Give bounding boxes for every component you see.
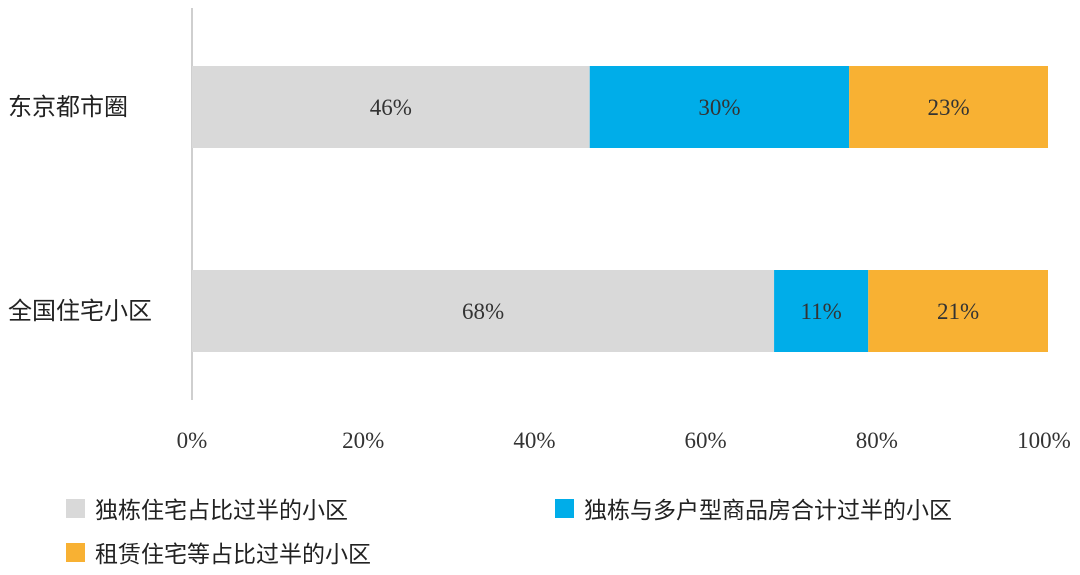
- bar-segment: [192, 66, 590, 148]
- legend-swatch-gray: [66, 498, 85, 518]
- bar-segment: [849, 66, 1048, 148]
- x-tick-label: 40%: [513, 428, 555, 453]
- legend-label: 租赁住宅等占比过半的小区: [95, 542, 371, 568]
- bar-segment: [192, 270, 775, 352]
- data-label: 30%: [698, 95, 740, 120]
- data-label: 11%: [801, 299, 842, 324]
- legend: 独栋住宅占比过半的小区 独栋与多户型商品房合计过半的小区 租赁住宅等占比过半的小…: [66, 488, 1066, 573]
- data-label: 23%: [927, 95, 969, 120]
- x-tick-label: 80%: [856, 428, 898, 453]
- legend-item-rental-majority: 租赁住宅等占比过半的小区: [66, 532, 371, 572]
- bar-segment: [774, 270, 869, 352]
- x-tick-label: 20%: [342, 428, 384, 453]
- legend-label: 独栋住宅占比过半的小区: [95, 498, 348, 524]
- legend-item-detached-house-majority: 独栋住宅占比过半的小区: [66, 488, 348, 528]
- x-tick-labels-layer: 0% 20% 40% 60% 80% 100%: [177, 428, 1071, 453]
- legend-swatch-orange: [66, 542, 85, 562]
- x-tick-label: 100%: [1017, 428, 1071, 453]
- legend-label: 独栋与多户型商品房合计过半的小区: [584, 498, 952, 524]
- x-tick-label: 60%: [685, 428, 727, 453]
- category-label: 东京都市圈: [8, 93, 128, 121]
- data-labels-layer: 46% 30% 23% 68% 11% 21%: [370, 95, 979, 324]
- data-label: 68%: [462, 299, 504, 324]
- bar-segment: [868, 270, 1048, 352]
- data-label: 21%: [937, 299, 979, 324]
- x-tick-label: 0%: [177, 428, 208, 453]
- data-label: 46%: [370, 95, 412, 120]
- category-label: 全国住宅小区: [8, 297, 152, 325]
- bars-layer: [192, 66, 1048, 352]
- bar-segment: [589, 66, 850, 148]
- legend-item-detached-and-condo-majority: 独栋与多户型商品房合计过半的小区: [555, 488, 952, 528]
- legend-swatch-blue: [555, 498, 574, 518]
